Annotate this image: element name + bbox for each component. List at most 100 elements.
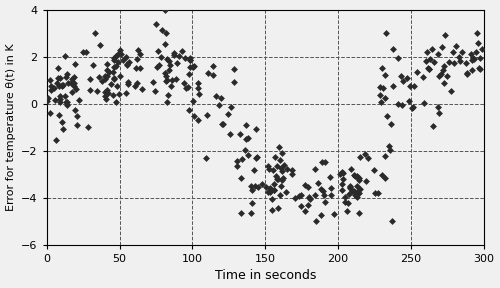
- Point: [170, 52, 178, 57]
- Point: [346, 186, 354, 191]
- Point: [244, 153, 252, 157]
- Point: [151, 89, 159, 93]
- Point: [237, 175, 245, 180]
- Point: [59, 82, 67, 87]
- Point: [110, 55, 118, 59]
- Point: [364, 156, 372, 160]
- Point: [63, 100, 71, 104]
- Point: [376, 93, 384, 97]
- Point: [252, 126, 260, 131]
- Point: [276, 193, 283, 197]
- Point: [355, 178, 363, 183]
- Point: [219, 121, 227, 126]
- Point: [348, 189, 356, 193]
- Point: [253, 154, 261, 159]
- Point: [312, 219, 320, 224]
- Point: [74, 113, 82, 118]
- Point: [439, 67, 447, 72]
- Point: [53, 80, 61, 85]
- Point: [278, 151, 286, 156]
- Point: [70, 75, 78, 79]
- Point: [435, 73, 443, 78]
- Point: [165, 58, 173, 63]
- Point: [186, 65, 194, 69]
- Point: [68, 76, 76, 81]
- Point: [209, 64, 217, 68]
- Point: [464, 72, 471, 76]
- Point: [434, 52, 442, 56]
- Point: [236, 132, 244, 137]
- Point: [339, 170, 347, 175]
- Point: [321, 160, 329, 164]
- Point: [380, 96, 388, 101]
- Point: [164, 93, 172, 97]
- Point: [204, 71, 212, 75]
- Point: [338, 170, 346, 174]
- Point: [448, 89, 456, 93]
- Point: [474, 30, 482, 35]
- Point: [444, 59, 452, 64]
- Point: [316, 187, 324, 192]
- Point: [338, 187, 345, 192]
- Point: [268, 168, 276, 173]
- Point: [164, 67, 172, 72]
- Point: [185, 71, 193, 76]
- Point: [226, 131, 234, 136]
- Point: [258, 182, 266, 186]
- Point: [458, 50, 466, 55]
- Point: [353, 184, 361, 189]
- Point: [126, 60, 134, 65]
- Point: [56, 94, 64, 98]
- Point: [70, 81, 78, 85]
- Point: [450, 61, 458, 65]
- Point: [387, 122, 395, 126]
- Point: [110, 56, 118, 60]
- Point: [250, 167, 258, 172]
- Point: [418, 74, 426, 79]
- Point: [122, 55, 130, 60]
- Point: [180, 80, 188, 85]
- Point: [242, 123, 250, 127]
- Point: [58, 83, 66, 88]
- Point: [124, 62, 132, 66]
- Point: [356, 176, 364, 180]
- Point: [63, 72, 71, 76]
- Point: [304, 203, 312, 207]
- Point: [266, 167, 274, 172]
- Point: [242, 137, 250, 141]
- Point: [476, 56, 484, 61]
- Point: [463, 71, 471, 75]
- Point: [381, 73, 389, 77]
- Point: [274, 206, 281, 211]
- Point: [134, 81, 141, 85]
- Point: [413, 70, 421, 75]
- Point: [381, 154, 389, 158]
- Point: [96, 43, 104, 47]
- Point: [462, 60, 470, 65]
- Point: [288, 167, 296, 172]
- Point: [346, 166, 354, 171]
- Point: [161, 71, 169, 75]
- Point: [110, 75, 118, 80]
- Point: [188, 65, 196, 70]
- Point: [394, 55, 402, 60]
- Point: [371, 190, 379, 195]
- Point: [46, 88, 54, 92]
- Point: [62, 75, 70, 79]
- Point: [330, 212, 338, 217]
- Point: [82, 50, 90, 54]
- Point: [406, 84, 414, 88]
- Y-axis label: Error for temperature θ(t) in K: Error for temperature θ(t) in K: [6, 43, 16, 211]
- Point: [72, 87, 80, 91]
- Point: [134, 47, 142, 52]
- Point: [476, 66, 484, 71]
- Point: [280, 162, 287, 167]
- Point: [112, 54, 120, 58]
- Point: [336, 171, 344, 176]
- Point: [264, 190, 272, 194]
- Point: [425, 67, 433, 71]
- Point: [352, 189, 360, 194]
- Point: [320, 189, 328, 193]
- Point: [108, 93, 116, 98]
- Point: [58, 120, 66, 124]
